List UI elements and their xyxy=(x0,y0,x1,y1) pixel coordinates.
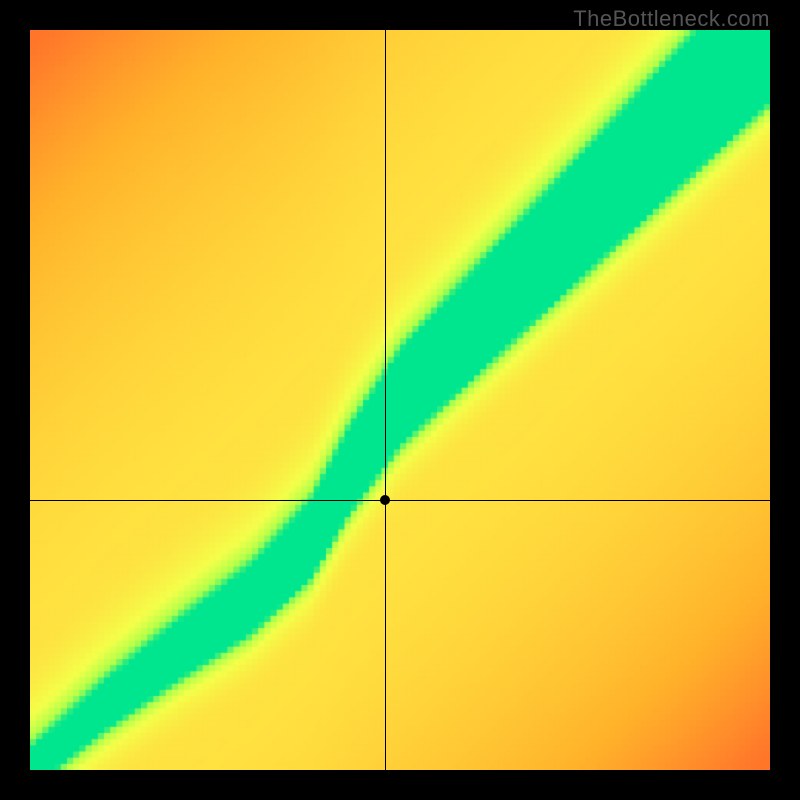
watermark-text: TheBottleneck.com xyxy=(573,6,770,32)
bottleneck-heatmap-chart xyxy=(30,30,770,770)
crosshair-horizontal xyxy=(30,500,770,501)
crosshair-vertical xyxy=(385,30,386,770)
selection-marker-dot xyxy=(380,495,390,505)
heatmap-canvas xyxy=(30,30,770,770)
